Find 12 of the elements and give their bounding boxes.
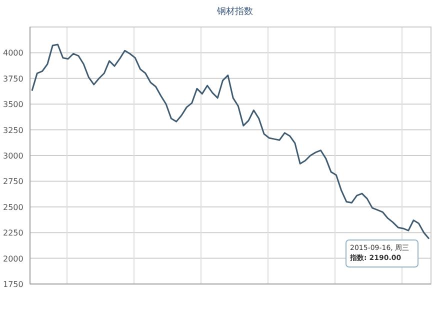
y-tick-label: 3250 <box>3 126 24 135</box>
y-tick-label: 3500 <box>3 100 24 110</box>
y-tick-label: 3750 <box>3 74 24 84</box>
y-tick-label: 3000 <box>3 152 24 160</box>
y-tick-label: 2500 <box>3 202 24 212</box>
y-tick-label: 2750 <box>3 177 24 186</box>
y-tick-label: 1750 <box>3 280 24 289</box>
chart-title: 钢材指数 <box>216 6 253 17</box>
line-series <box>31 44 430 240</box>
y-tick-label: 4000 <box>3 48 24 58</box>
y-tick-label: 2000 <box>3 254 24 264</box>
y-tick-label: 2250 <box>3 228 24 238</box>
